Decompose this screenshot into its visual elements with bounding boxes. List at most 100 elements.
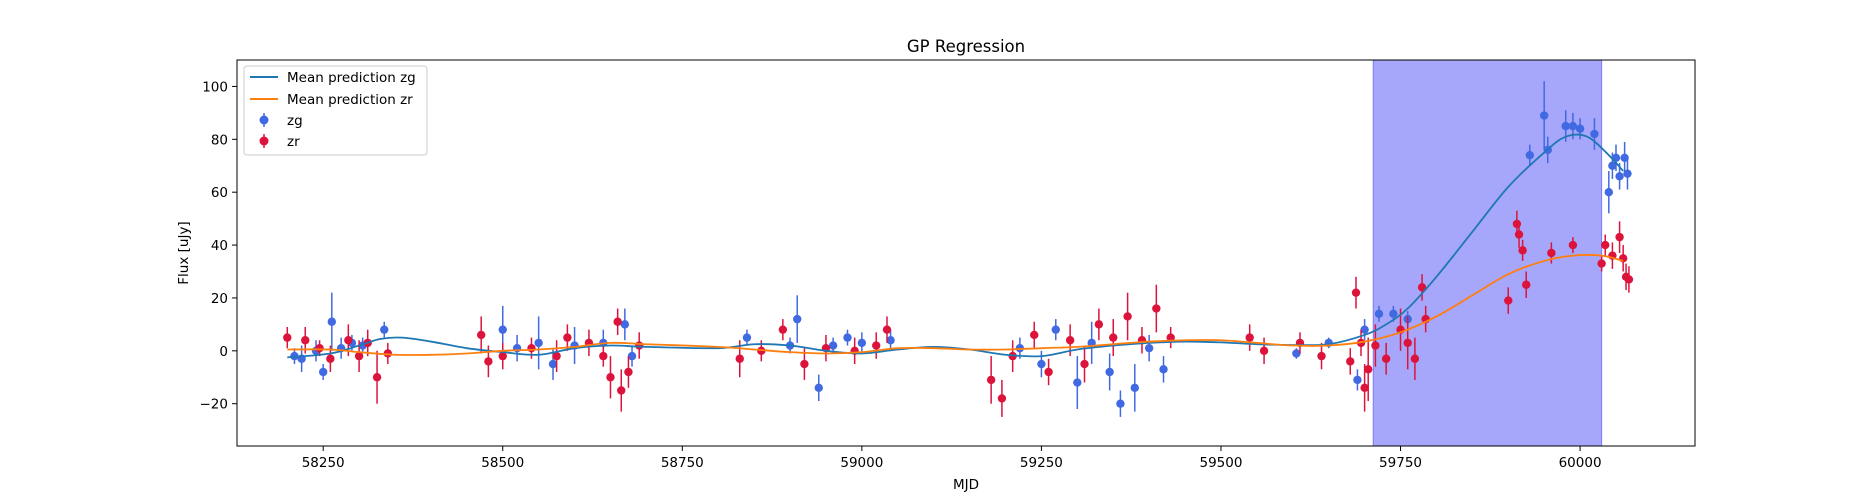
point-zr-55 xyxy=(1404,339,1412,347)
point-zg-27 xyxy=(1052,325,1060,333)
x-tick-label-58750: 58750 xyxy=(661,455,704,471)
point-zr-62 xyxy=(1518,246,1526,254)
y-tick-label-20: 20 xyxy=(211,291,228,307)
x-axis-label: MJD xyxy=(953,477,979,493)
point-zg-28 xyxy=(1073,378,1081,386)
point-zr-69 xyxy=(1615,233,1623,241)
y-tick-label--20: −20 xyxy=(200,397,229,413)
point-zr-36 xyxy=(1080,360,1088,368)
point-zg-23 xyxy=(858,339,866,347)
point-zr-65 xyxy=(1569,241,1577,249)
x-tick-label-60000: 60000 xyxy=(1559,455,1602,471)
point-zg-30 xyxy=(1105,368,1113,376)
point-zr-2 xyxy=(315,344,323,352)
point-zg-31 xyxy=(1116,399,1124,407)
point-zg-19 xyxy=(793,315,801,323)
point-zg-33 xyxy=(1145,344,1153,352)
point-zr-10 xyxy=(484,357,492,365)
legend: Mean prediction zg Mean prediction zr zg… xyxy=(244,66,427,155)
x-tick-label-58500: 58500 xyxy=(481,455,524,471)
point-zr-44 xyxy=(1260,347,1268,355)
point-zr-46 xyxy=(1317,352,1325,360)
legend-marker-zg xyxy=(260,116,269,125)
x-tick-label-59500: 59500 xyxy=(1199,455,1242,471)
point-zr-56 xyxy=(1411,355,1419,363)
point-zg-22 xyxy=(843,333,851,341)
point-zg-3 xyxy=(319,368,327,376)
y-tick-label-80: 80 xyxy=(211,132,228,148)
point-zg-48 xyxy=(1590,130,1598,138)
point-zr-43 xyxy=(1245,333,1253,341)
highlight-span-layer xyxy=(1373,60,1601,446)
point-zg-45 xyxy=(1562,122,1570,130)
y-axis-label: Flux [uJy] xyxy=(176,221,192,284)
legend-label-zg: zg xyxy=(287,113,303,129)
y-tick-label-60: 60 xyxy=(211,185,228,201)
point-zr-37 xyxy=(1095,320,1103,328)
point-zr-22 xyxy=(736,355,744,363)
point-zg-37 xyxy=(1353,376,1361,384)
point-zr-66 xyxy=(1597,259,1605,267)
point-zr-63 xyxy=(1522,281,1530,289)
legend-marker-zr xyxy=(260,137,269,146)
point-zr-17 xyxy=(606,373,614,381)
point-zg-43 xyxy=(1540,111,1548,119)
point-zr-29 xyxy=(883,325,891,333)
y-tick-label-40: 40 xyxy=(211,238,228,254)
point-zg-34 xyxy=(1159,365,1167,373)
point-zr-59 xyxy=(1504,296,1512,304)
point-zr-64 xyxy=(1547,249,1555,257)
x-tick-label-58250: 58250 xyxy=(302,455,345,471)
point-zg-11 xyxy=(534,339,542,347)
point-zr-12 xyxy=(527,344,535,352)
chart-title: GP Regression xyxy=(907,37,1025,56)
point-zg-20 xyxy=(815,384,823,392)
legend-label-mean-zg: Mean prediction zg xyxy=(287,70,416,86)
point-zg-15 xyxy=(621,320,629,328)
point-zr-34 xyxy=(1044,368,1052,376)
x-tick-label-59750: 59750 xyxy=(1379,455,1422,471)
point-zr-52 xyxy=(1371,341,1379,349)
point-zr-16 xyxy=(599,352,607,360)
y-tick-label-0: 0 xyxy=(219,344,228,360)
x-tick-label-59250: 59250 xyxy=(1020,455,1063,471)
point-zg-46 xyxy=(1569,122,1577,130)
x-tick-label-59000: 59000 xyxy=(840,455,883,471)
point-zr-39 xyxy=(1123,312,1131,320)
point-zr-19 xyxy=(617,386,625,394)
point-zr-21 xyxy=(635,341,643,349)
point-zr-7 xyxy=(373,373,381,381)
point-zr-61 xyxy=(1515,230,1523,238)
point-zg-32 xyxy=(1131,384,1139,392)
point-zg-21 xyxy=(829,341,837,349)
point-zr-41 xyxy=(1152,304,1160,312)
point-zr-30 xyxy=(987,376,995,384)
point-zr-0 xyxy=(283,333,291,341)
point-zr-14 xyxy=(563,333,571,341)
point-zr-9 xyxy=(477,331,485,339)
point-zg-8 xyxy=(380,325,388,333)
point-zr-53 xyxy=(1382,355,1390,363)
point-zr-31 xyxy=(998,394,1006,402)
point-zr-18 xyxy=(613,318,621,326)
point-zr-1 xyxy=(301,336,309,344)
point-zr-3 xyxy=(326,355,334,363)
point-zr-67 xyxy=(1601,241,1609,249)
point-zg-52 xyxy=(1615,172,1623,180)
point-zg-4 xyxy=(328,318,336,326)
point-zg-26 xyxy=(1037,360,1045,368)
point-zr-24 xyxy=(779,325,787,333)
point-zg-9 xyxy=(499,325,507,333)
point-zr-72 xyxy=(1625,275,1633,283)
point-zr-35 xyxy=(1066,336,1074,344)
point-zr-60 xyxy=(1513,220,1521,228)
point-zg-47 xyxy=(1576,125,1584,133)
point-zr-47 xyxy=(1346,357,1354,365)
point-zr-51 xyxy=(1364,365,1372,373)
point-zr-48 xyxy=(1352,288,1360,296)
highlight-span xyxy=(1373,60,1601,446)
point-zr-38 xyxy=(1109,333,1117,341)
point-zr-70 xyxy=(1619,254,1627,262)
point-zg-17 xyxy=(743,333,751,341)
